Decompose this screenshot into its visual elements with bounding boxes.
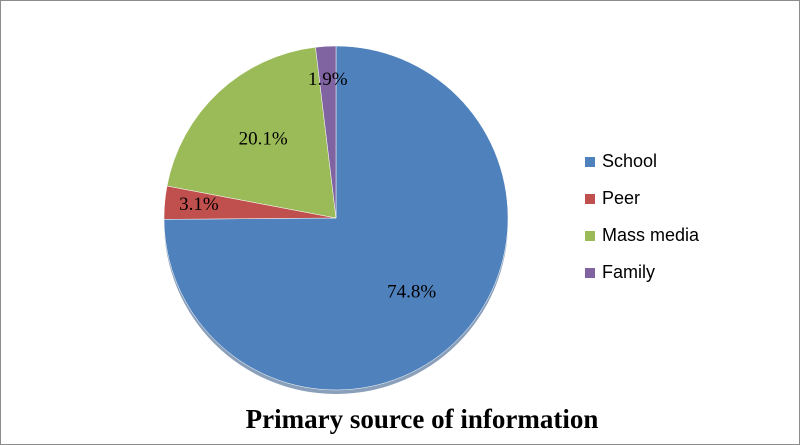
data-label: 20.1%	[239, 128, 288, 149]
pie-slice	[315, 45, 337, 219]
legend-swatch	[585, 231, 595, 241]
data-label: 74.8%	[387, 281, 436, 302]
data-label: 1.9%	[308, 69, 348, 90]
legend-label: Peer	[602, 188, 640, 208]
legend-swatch	[585, 268, 595, 278]
legend-swatch	[585, 194, 595, 204]
legend-label: School	[602, 151, 657, 171]
legend-swatch	[585, 157, 595, 167]
legend-label: Family	[602, 262, 655, 282]
data-label: 3.1%	[179, 194, 219, 215]
chart-title: Primary source of information	[246, 404, 599, 434]
legend-label: Mass media	[602, 225, 700, 245]
pie-slice	[166, 46, 337, 219]
